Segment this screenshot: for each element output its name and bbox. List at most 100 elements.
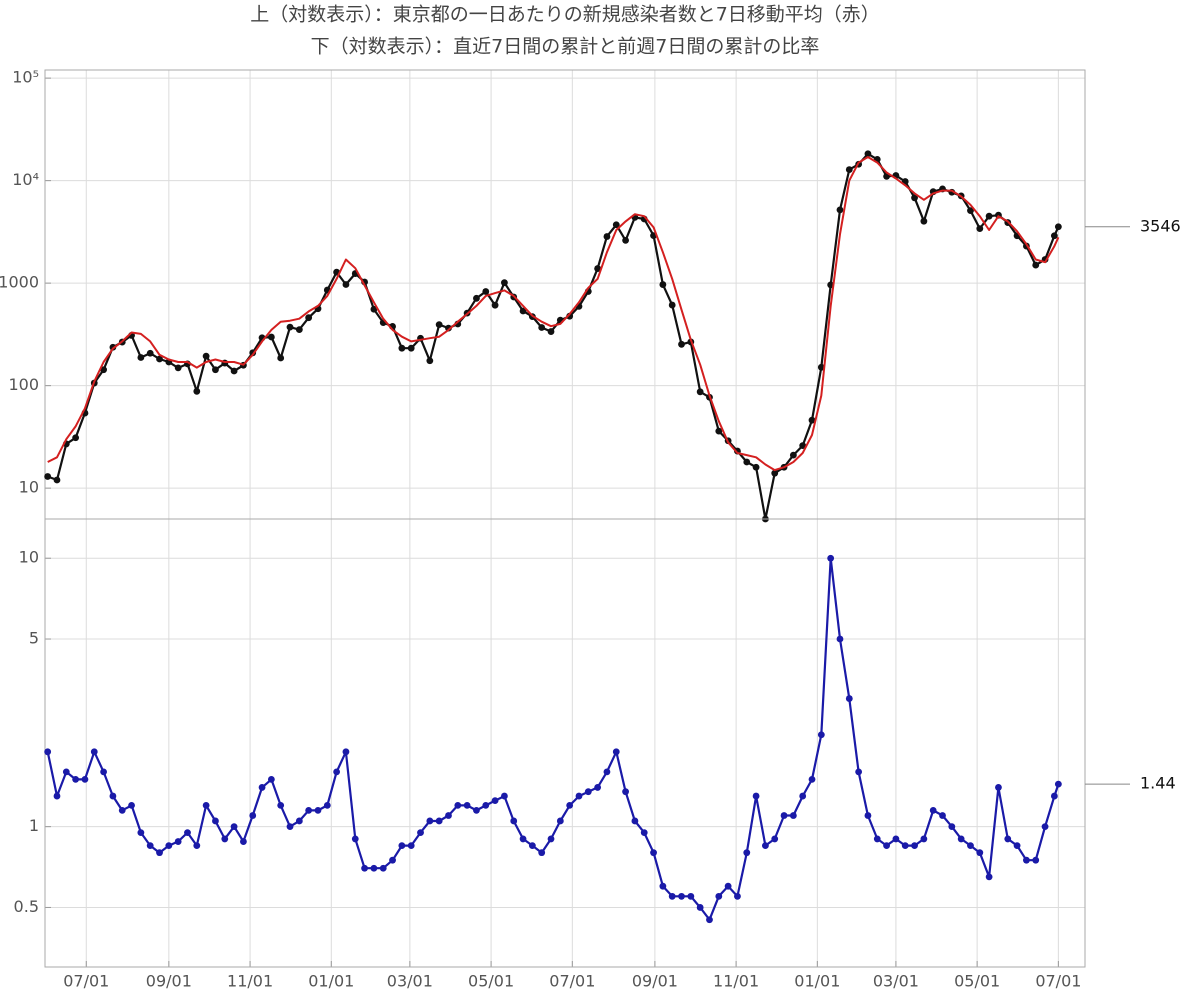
data-point	[845, 695, 853, 702]
data-point	[1013, 842, 1021, 849]
data-point	[659, 281, 667, 288]
data-point	[389, 856, 396, 864]
end-label: 3546	[1140, 216, 1181, 235]
x-tick-label: 05/01	[954, 972, 1000, 991]
data-point	[258, 784, 266, 791]
x-tick-label: 05/01	[468, 972, 514, 991]
data-point	[566, 801, 574, 809]
data-point	[789, 812, 797, 819]
data-point	[156, 849, 163, 857]
x-tick-label: 09/01	[632, 972, 678, 991]
data-point	[547, 328, 555, 335]
data-point	[547, 835, 555, 843]
data-point	[100, 768, 107, 776]
y-tick-label: 10⁴	[12, 170, 39, 189]
data-point	[435, 817, 443, 825]
data-point	[295, 326, 303, 334]
data-point	[780, 812, 788, 819]
chart-subtitle: 下（対数表示）：直近7日間の累計と前週7日間の累計の比率	[311, 36, 820, 58]
x-tick-label: 07/01	[549, 972, 595, 991]
data-point	[799, 442, 807, 450]
data-point	[398, 842, 406, 849]
data-point	[892, 835, 900, 843]
data-point	[976, 849, 984, 857]
data-point	[193, 387, 201, 395]
data-point	[883, 842, 890, 849]
x-tick-label: 11/01	[227, 972, 273, 991]
data-point	[957, 835, 965, 843]
data-point	[44, 473, 52, 480]
x-tick-label: 01/01	[794, 972, 840, 991]
data-point	[724, 882, 732, 890]
data-point	[491, 797, 499, 805]
data-point	[985, 873, 993, 881]
data-point	[743, 458, 751, 466]
data-point	[454, 801, 462, 809]
data-point	[575, 792, 583, 800]
data-point	[920, 217, 928, 225]
data-point	[267, 775, 275, 783]
data-point	[696, 904, 704, 911]
data-point	[53, 476, 61, 484]
data-point	[995, 784, 1002, 791]
data-point	[1032, 856, 1040, 864]
data-point	[305, 314, 313, 322]
data-point	[361, 864, 368, 872]
data-point	[407, 842, 415, 849]
data-point	[1050, 232, 1058, 240]
x-tick-label: 03/01	[873, 972, 919, 991]
data-point	[249, 812, 257, 819]
data-point	[445, 812, 452, 819]
data-point	[109, 343, 117, 351]
data-point	[929, 806, 937, 814]
data-point	[72, 434, 80, 442]
data-point	[799, 792, 807, 800]
data-point	[267, 333, 275, 341]
data-point	[370, 864, 378, 872]
data-point	[230, 823, 238, 831]
data-point	[519, 835, 527, 843]
data-point	[277, 354, 285, 362]
data-point	[734, 892, 741, 900]
chart-title: 上（対数表示）：東京都の一日あたりの新規感染者数と7日移動平均（赤）	[250, 4, 880, 26]
data-point	[351, 835, 359, 843]
data-point	[519, 307, 527, 315]
data-point	[482, 801, 490, 809]
data-point	[836, 635, 844, 643]
data-point	[174, 838, 182, 845]
data-point	[948, 823, 956, 831]
data-point	[193, 842, 201, 849]
data-point	[137, 829, 145, 837]
data-point	[379, 864, 387, 872]
data-point	[323, 801, 331, 809]
data-point	[286, 323, 294, 331]
data-point	[100, 366, 107, 374]
data-point	[631, 817, 639, 825]
data-point	[491, 301, 499, 309]
data-point	[678, 892, 685, 900]
data-point	[687, 892, 695, 900]
plot-frame	[44, 69, 1086, 520]
data-point	[752, 463, 760, 471]
data-point	[445, 324, 452, 332]
data-point	[90, 748, 98, 756]
data-point	[426, 357, 434, 365]
data-point	[594, 784, 602, 791]
data-point	[855, 768, 863, 776]
data-point	[967, 842, 974, 849]
data-point	[771, 835, 779, 843]
series-line	[47, 156, 1060, 472]
data-point	[240, 838, 247, 845]
data-point	[1041, 823, 1049, 831]
data-point	[864, 150, 872, 158]
data-point	[603, 233, 611, 240]
end-label: 1.44	[1140, 774, 1176, 793]
data-point	[1023, 856, 1030, 864]
data-point	[901, 842, 909, 849]
x-tick-label: 09/01	[146, 972, 192, 991]
data-point	[985, 212, 993, 220]
data-point	[771, 469, 779, 477]
y-tick-label: 10⁵	[12, 68, 39, 87]
data-point	[314, 806, 322, 814]
data-point	[976, 225, 984, 233]
